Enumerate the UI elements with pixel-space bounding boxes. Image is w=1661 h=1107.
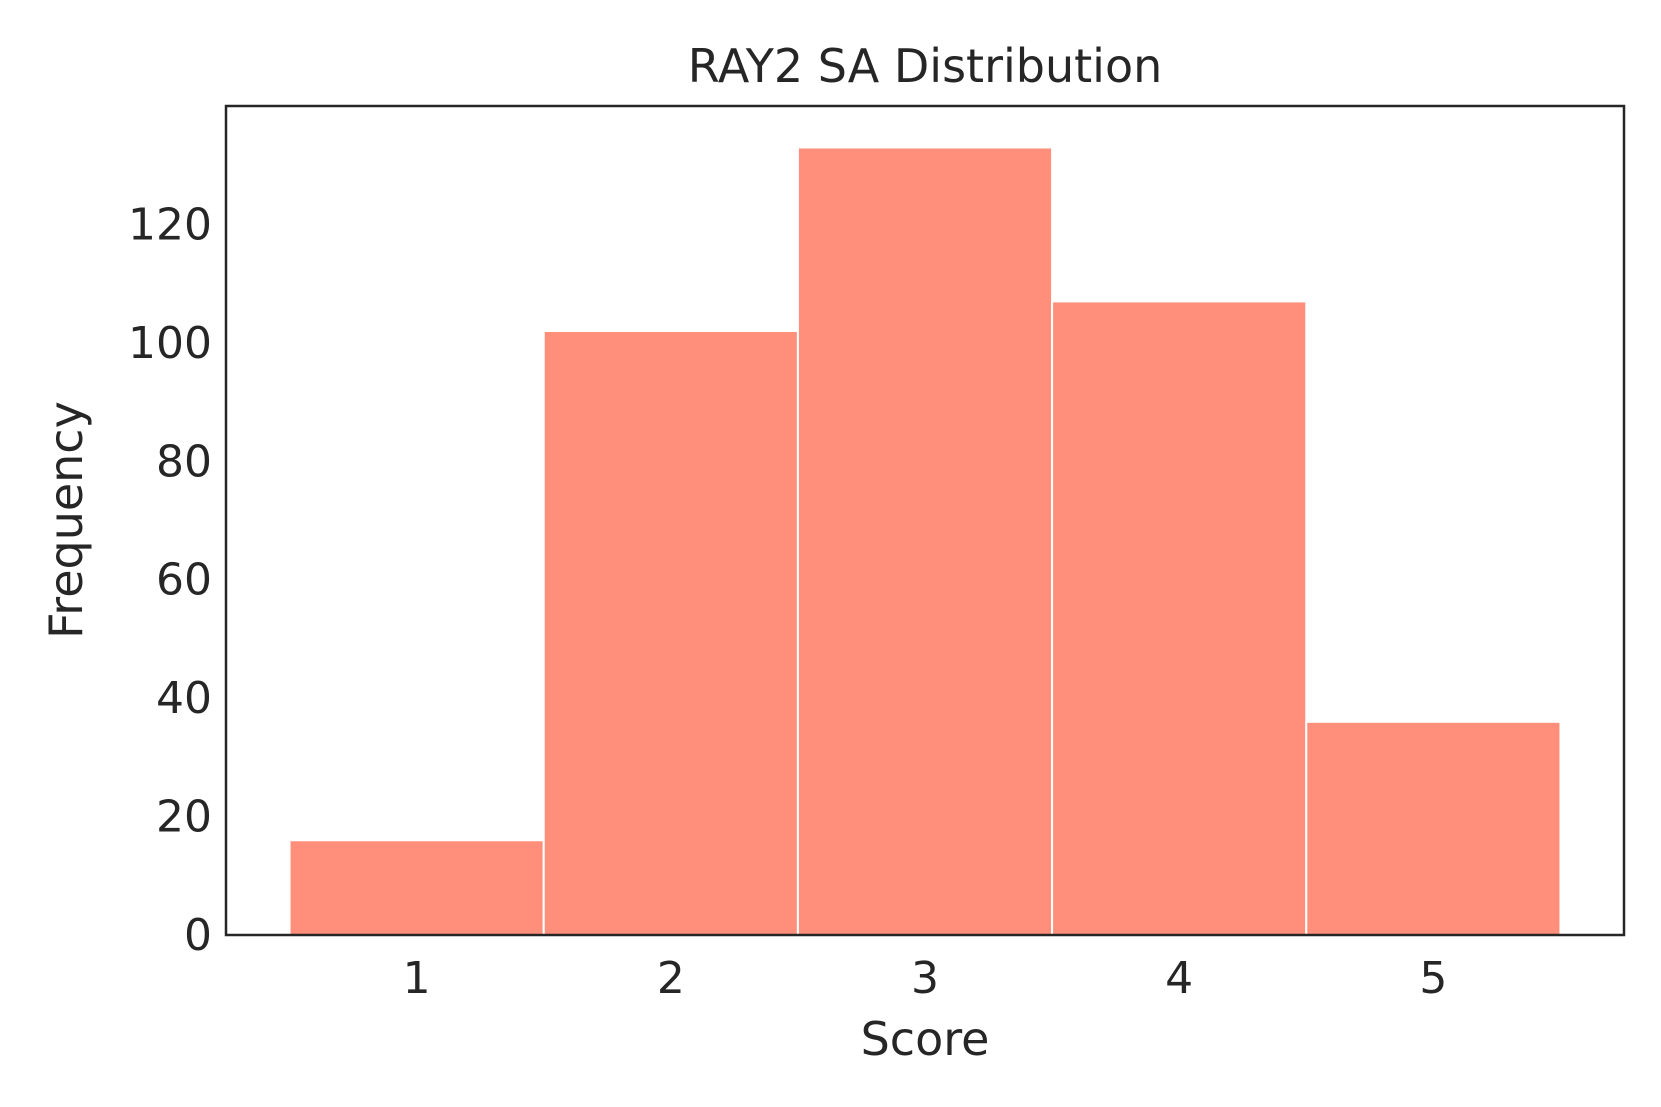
bars-group <box>288 146 1562 936</box>
chart-title: RAY2 SA Distribution <box>688 39 1163 93</box>
x-axis-label: Score <box>861 1012 990 1066</box>
x-tick-label: 3 <box>911 953 939 1004</box>
bar-score-5 <box>1305 720 1562 936</box>
y-tick-label: 60 <box>156 555 212 606</box>
y-tick-label: 80 <box>156 436 212 487</box>
y-tick-label: 20 <box>156 792 212 843</box>
plot-frame <box>224 104 1626 937</box>
x-axis-ticks: 1 2 3 4 5 <box>403 953 1448 1004</box>
bar-score-4 <box>1051 300 1308 936</box>
bar-score-3 <box>796 146 1054 936</box>
bar-score-2 <box>542 330 799 936</box>
x-tick-label: 2 <box>657 953 685 1004</box>
x-tick-label: 1 <box>403 953 431 1004</box>
x-tick-label: 4 <box>1165 953 1193 1004</box>
y-tick-label: 0 <box>184 910 212 961</box>
y-axis-ticks: 0 20 40 60 80 100 120 <box>128 199 212 961</box>
y-tick-label: 100 <box>128 318 212 369</box>
y-axis-label: Frequency <box>39 401 93 639</box>
y-tick-label: 40 <box>156 673 212 724</box>
bar-score-1 <box>288 839 545 936</box>
y-tick-label: 120 <box>128 199 212 250</box>
x-tick-label: 5 <box>1419 953 1447 1004</box>
